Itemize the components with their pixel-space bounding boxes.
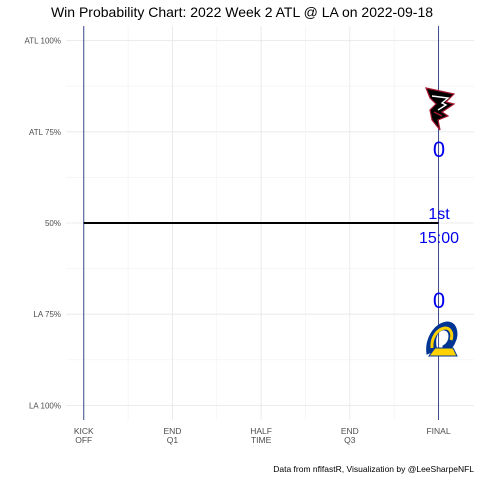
x-tick-label: END xyxy=(341,426,359,436)
x-tick-label: FINAL xyxy=(426,426,450,436)
y-axis-labels: ATL 100% ATL 75% 50% LA 75% LA 100% xyxy=(25,37,61,411)
x-tick-label: END xyxy=(163,426,181,436)
quarter-label: 1st xyxy=(428,206,450,223)
chart-caption: Data from nflfastR, Visualization by @Le… xyxy=(273,464,474,474)
home-score: 0 xyxy=(433,288,445,313)
x-tick-label: KICK xyxy=(74,426,94,436)
chart-title: Win Probability Chart: 2022 Week 2 ATL @… xyxy=(51,4,433,20)
x-tick-label: Q3 xyxy=(344,435,356,445)
x-tick-label: TIME xyxy=(251,435,272,445)
away-score: 0 xyxy=(433,137,445,162)
y-tick-label: 50% xyxy=(45,219,61,228)
y-tick-label: LA 75% xyxy=(33,310,61,319)
y-tick-label: LA 100% xyxy=(29,401,61,410)
y-tick-label: ATL 100% xyxy=(25,37,61,46)
game-clock: 15:00 xyxy=(419,230,459,247)
falcons-logo xyxy=(425,87,456,131)
x-tick-label: Q1 xyxy=(167,435,179,445)
x-tick-label: OFF xyxy=(75,435,92,445)
x-tick-label: HALF xyxy=(250,426,272,436)
rams-logo xyxy=(426,321,458,357)
y-tick-label: ATL 75% xyxy=(29,128,61,137)
